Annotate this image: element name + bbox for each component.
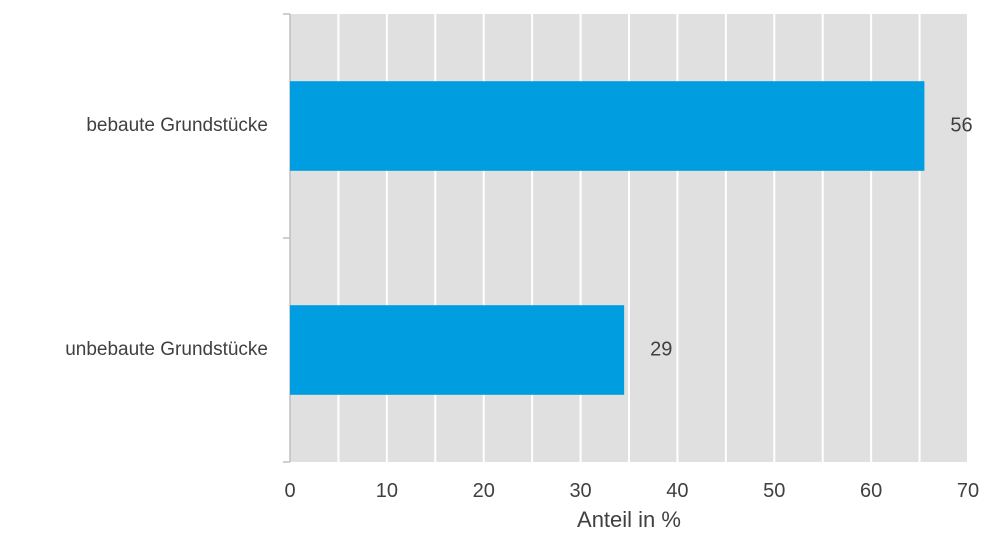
y-axis <box>283 13 291 463</box>
data-labels: 56 29 <box>650 114 973 360</box>
data-label: 56 <box>950 114 972 136</box>
x-tick-label: 10 <box>376 480 398 502</box>
bar <box>290 81 925 171</box>
bars <box>290 81 925 395</box>
x-tick-label: 20 <box>473 480 495 502</box>
bar <box>290 305 625 395</box>
x-tick-label: 70 <box>957 480 979 502</box>
x-axis-title: Anteil in % <box>577 507 681 531</box>
x-tick-label: 60 <box>860 480 882 502</box>
x-tick-label: 30 <box>569 480 591 502</box>
category-labels: bebaute Grundstücke unbebaute Grundstücke <box>65 115 268 360</box>
data-label: 29 <box>650 338 672 360</box>
category-label: bebaute Grundstücke <box>86 115 268 136</box>
x-tick-label: 40 <box>666 480 688 502</box>
x-tick-labels: 0 10 20 30 40 50 60 70 <box>284 480 979 502</box>
x-tick-label: 0 <box>284 480 295 502</box>
category-label: unbebaute Grundstücke <box>65 339 268 360</box>
x-tick-label: 50 <box>763 480 785 502</box>
